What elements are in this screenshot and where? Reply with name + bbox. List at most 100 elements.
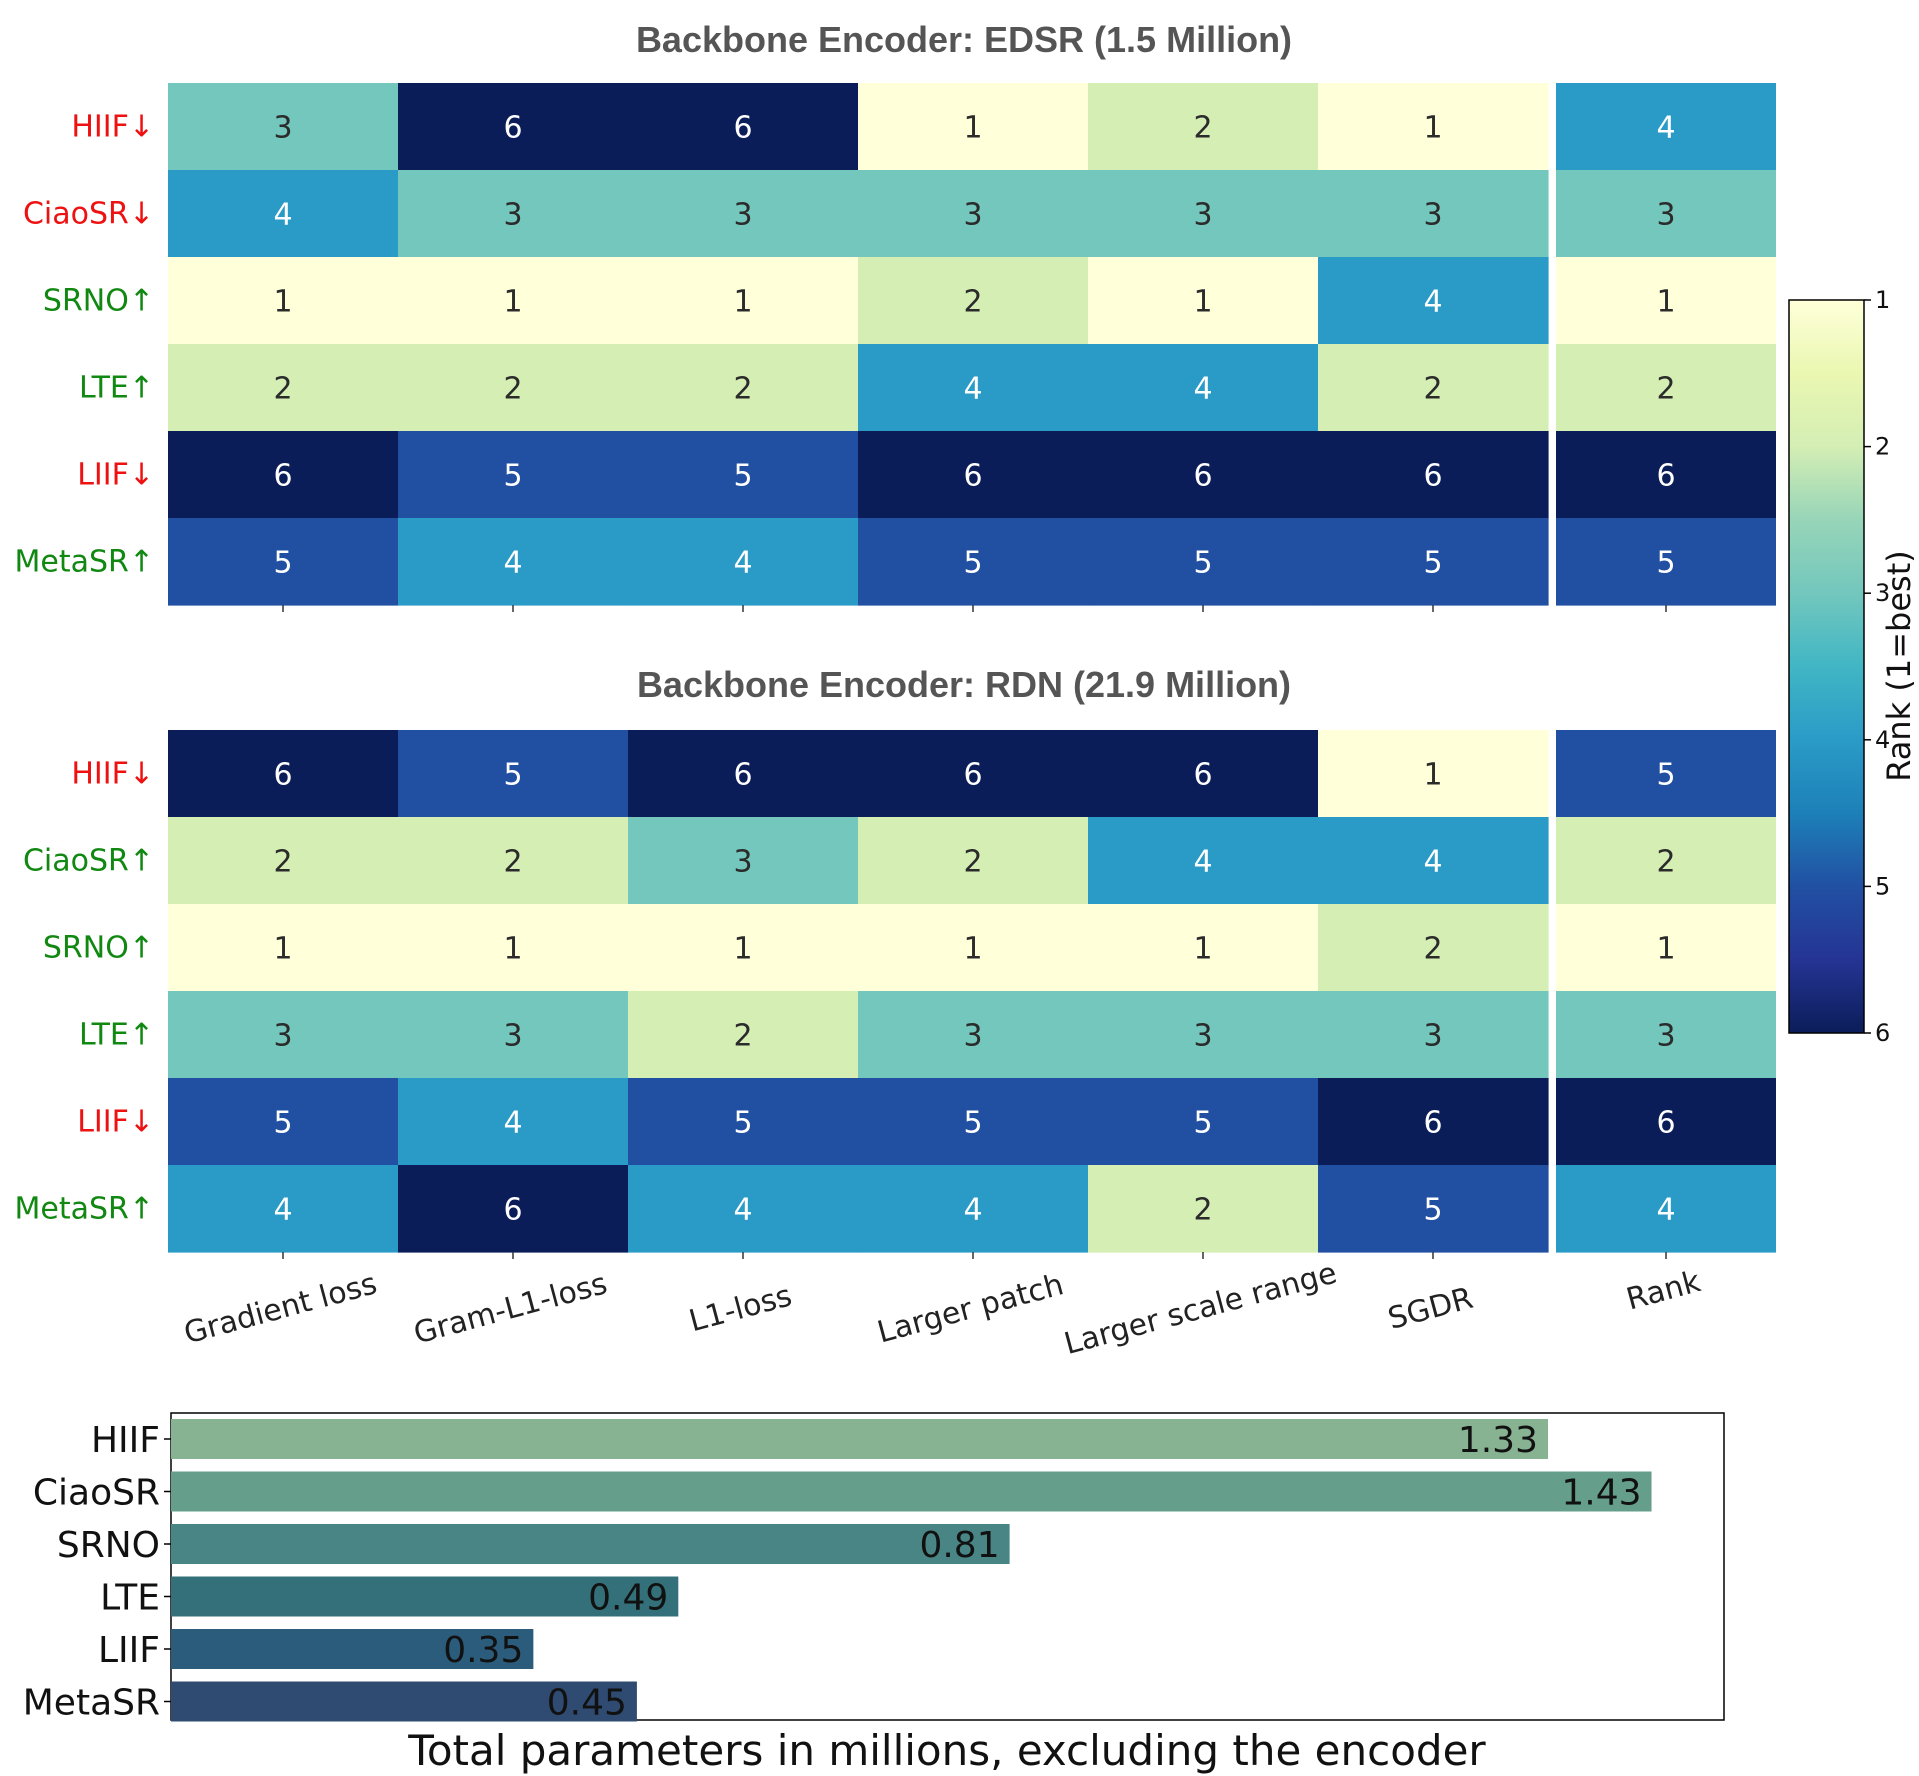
heatmap-cell bbox=[1088, 730, 1319, 818]
heatmap-edsr: HIIF↓ 3 6 6 1 2 1 4 CiaoSR↓ 4 3 3 3 3 3 3 SRNO↑ 1 1 1 2 1 4 1 LT… bbox=[14, 83, 1776, 612]
heatmap-cell bbox=[858, 431, 1089, 519]
cell-value: 6 bbox=[963, 459, 982, 494]
heatmap-cell bbox=[858, 991, 1089, 1079]
cell-value: 2 bbox=[1193, 1193, 1212, 1228]
cell-value: 4 bbox=[963, 372, 982, 407]
cell-value: 5 bbox=[963, 546, 982, 581]
heatmap-cell bbox=[1318, 518, 1549, 606]
cell-value: 3 bbox=[963, 198, 982, 233]
heatmap-title-rdn: Backbone Encoder: RDN (21.9 Million) bbox=[637, 664, 1291, 705]
cell-value: 4 bbox=[273, 198, 292, 233]
cell-value: 2 bbox=[273, 845, 292, 880]
cell-value: 4 bbox=[733, 546, 752, 581]
heatmap-cell bbox=[1318, 344, 1549, 432]
cell-value: 3 bbox=[1193, 198, 1212, 233]
bar bbox=[171, 1681, 637, 1722]
heatmap-cell bbox=[398, 83, 629, 171]
heatmap-cell bbox=[1318, 1078, 1549, 1166]
cell-value: 1 bbox=[963, 111, 982, 146]
heatmap-cell bbox=[1318, 730, 1549, 818]
bar-value-label: 1.33 bbox=[1458, 1420, 1538, 1461]
heatmap-cell bbox=[1088, 991, 1319, 1079]
bar bbox=[171, 1471, 1652, 1512]
heatmap-title-edsr: Backbone Encoder: EDSR (1.5 Million) bbox=[636, 19, 1292, 60]
heatmap-cell bbox=[1088, 344, 1319, 432]
rank-cell bbox=[1556, 1165, 1776, 1253]
rank-value: 5 bbox=[1656, 758, 1675, 793]
cell-value: 6 bbox=[503, 111, 522, 146]
row-label: SRNO↑ bbox=[43, 931, 154, 966]
rank-value: 4 bbox=[1656, 111, 1675, 146]
heatmap-cell bbox=[858, 344, 1089, 432]
column-label: Gram-L1-loss bbox=[410, 1266, 611, 1351]
heatmap-cell bbox=[1088, 817, 1319, 905]
rank-value: 2 bbox=[1656, 845, 1675, 880]
heatmap-cell bbox=[1318, 817, 1549, 905]
cell-value: 6 bbox=[963, 758, 982, 793]
heatmap-cell bbox=[168, 257, 399, 345]
row-label: HIIF↓ bbox=[71, 110, 154, 145]
cell-value: 6 bbox=[733, 758, 752, 793]
cell-value: 2 bbox=[1423, 932, 1442, 967]
cell-value: 1 bbox=[733, 932, 752, 967]
heatmap-cell bbox=[398, 518, 629, 606]
bar-value-label: 0.81 bbox=[919, 1525, 999, 1566]
cell-value: 4 bbox=[503, 546, 522, 581]
cell-value: 3 bbox=[273, 1019, 292, 1054]
cell-value: 1 bbox=[1193, 285, 1212, 320]
heatmap-cell bbox=[398, 344, 629, 432]
bar-category-label: MetaSR bbox=[23, 1683, 160, 1724]
rank-cell bbox=[1556, 83, 1776, 171]
heatmap-cell bbox=[1318, 1165, 1549, 1253]
heatmap-cell bbox=[168, 1078, 399, 1166]
heatmap-cell bbox=[858, 1165, 1089, 1253]
rank-value: 6 bbox=[1656, 1106, 1675, 1141]
bar-chart-frame bbox=[170, 1412, 1725, 1721]
cell-value: 1 bbox=[1423, 111, 1442, 146]
column-label: Larger scale range bbox=[1061, 1256, 1341, 1362]
cell-value: 2 bbox=[503, 372, 522, 407]
bar-category-label: SRNO bbox=[57, 1525, 160, 1566]
bar bbox=[171, 1629, 534, 1669]
bar bbox=[171, 1576, 679, 1617]
cell-value: 6 bbox=[273, 459, 292, 494]
cell-value: 5 bbox=[1423, 546, 1442, 581]
column-label: Gradient loss bbox=[180, 1266, 380, 1351]
rank-cell bbox=[1556, 1078, 1776, 1166]
column-label-rank: Rank bbox=[1623, 1264, 1705, 1317]
heatmap-cell bbox=[628, 904, 859, 992]
cell-value: 3 bbox=[963, 1019, 982, 1054]
heatmap-cell bbox=[628, 518, 859, 606]
heatmap-cell bbox=[1088, 1078, 1319, 1166]
cell-value: 3 bbox=[1193, 1019, 1212, 1054]
cell-value: 3 bbox=[503, 1019, 522, 1054]
rank-cell bbox=[1556, 257, 1776, 345]
bar-value-label: 0.35 bbox=[443, 1630, 523, 1671]
bar-chart-xlabel: Total parameters in millions, excluding … bbox=[407, 1726, 1486, 1775]
cell-value: 1 bbox=[503, 932, 522, 967]
heatmap-cell bbox=[1088, 904, 1319, 992]
cell-value: 2 bbox=[733, 372, 752, 407]
heatmap-cell bbox=[398, 431, 629, 519]
cell-value: 5 bbox=[503, 758, 522, 793]
cell-value: 4 bbox=[1423, 285, 1442, 320]
cell-value: 4 bbox=[273, 1193, 292, 1228]
rank-cell bbox=[1556, 904, 1776, 992]
heatmap-cell bbox=[1318, 904, 1549, 992]
cell-value: 3 bbox=[733, 198, 752, 233]
cell-value: 1 bbox=[273, 932, 292, 967]
rank-value: 5 bbox=[1656, 546, 1675, 581]
cell-value: 5 bbox=[1423, 1193, 1442, 1228]
heatmap-cell bbox=[1088, 257, 1319, 345]
rank-value: 1 bbox=[1656, 285, 1675, 320]
heatmap-cell bbox=[168, 431, 399, 519]
cell-value: 3 bbox=[273, 111, 292, 146]
rank-value: 4 bbox=[1656, 1193, 1675, 1228]
row-label: MetaSR↑ bbox=[14, 545, 154, 580]
bar-category-label: LIIF bbox=[98, 1630, 160, 1671]
rank-cell bbox=[1556, 431, 1776, 519]
cell-value: 2 bbox=[503, 845, 522, 880]
heatmap-cell bbox=[168, 1165, 399, 1253]
row-label: LTE↑ bbox=[79, 1018, 154, 1053]
heatmap-cell bbox=[1318, 83, 1549, 171]
